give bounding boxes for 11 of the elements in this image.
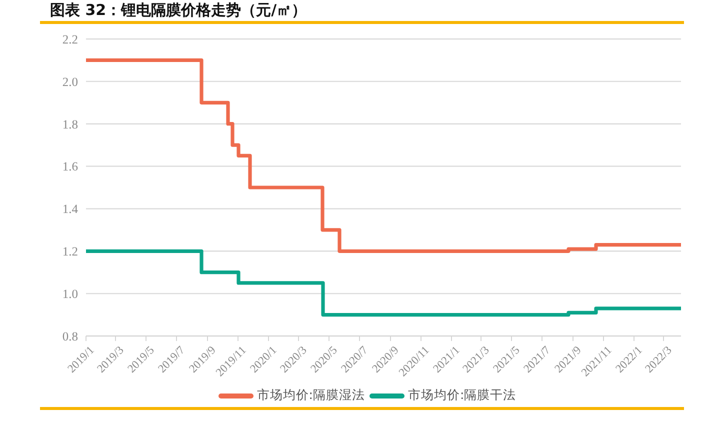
y-tick-label: 1.4	[62, 202, 79, 216]
y-tick-label: 1.6	[62, 160, 78, 174]
y-tick-label: 2.2	[62, 32, 78, 46]
y-tick-label: 1.8	[62, 117, 78, 132]
chart-title: 图表 32：锂电隔膜价格走势（元/㎡）	[50, 1, 307, 20]
y-tick-label: 2.0	[62, 74, 78, 89]
y-tick-label: 1.2	[62, 244, 78, 259]
legend-label: 市场均价:隔膜湿法	[256, 387, 365, 404]
y-tick-label: 0.8	[62, 329, 78, 344]
y-tick-label: 1.0	[62, 287, 78, 302]
legend-label: 市场均价:隔膜干法	[408, 387, 516, 404]
